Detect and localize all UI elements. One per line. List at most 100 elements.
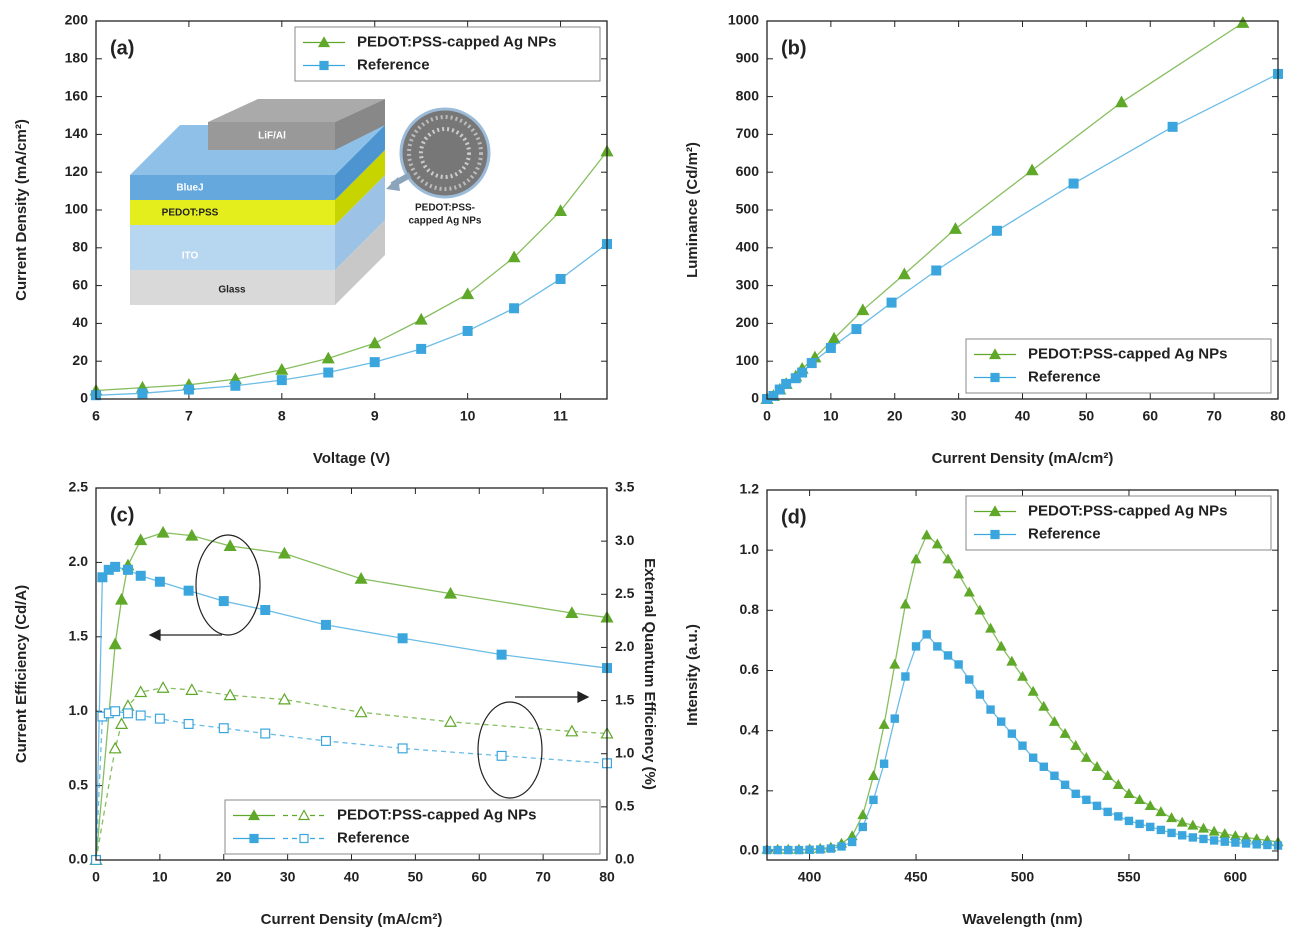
marker [1167,121,1178,132]
marker [320,619,331,630]
y-axis-label: Intensity (a.u.) [684,624,701,726]
marker [218,723,229,734]
legend-marker [990,372,1000,383]
inset-label: LiF/Al [258,131,286,142]
lif-top [208,99,385,122]
y-tick-label: 1.2 [740,481,760,497]
x-tick-label: 70 [535,869,551,885]
marker [1007,729,1017,738]
marker [857,809,869,820]
marker [986,705,995,714]
marker [1219,828,1231,839]
marker [223,688,237,701]
y-tick-label: 0.8 [740,601,760,617]
marker [97,572,108,583]
marker [1134,794,1146,805]
marker [108,741,122,754]
inset-label: PEDOT:PSS [162,208,219,219]
legend-marker [988,505,1002,517]
series-line [767,534,1279,851]
y-tick-label: 0.0 [740,842,760,858]
y2-tick-label: 0.5 [615,798,635,814]
marker [1188,833,1198,842]
marker [899,598,911,609]
panel-label: (a) [110,37,134,59]
marker [869,795,878,805]
x-tick-label: 20 [887,408,903,424]
panel-label: (b) [781,37,807,59]
y-tick-label: 0.2 [740,782,760,798]
inset-label: capped Ag NPs [409,216,482,227]
marker [963,586,975,597]
x-tick-label: 0 [92,869,100,885]
marker [825,342,836,353]
marker [183,718,194,729]
y-tick-label: 600 [736,163,760,179]
y2-tick-label: 2.5 [615,585,635,601]
x-axis-label: Current Density (mA/cm²) [261,911,443,928]
marker [837,842,846,851]
inset-label: BlueJ [176,183,203,194]
marker [354,705,368,718]
marker [1048,715,1060,726]
marker [1241,839,1251,848]
marker [1146,822,1155,832]
marker [1236,16,1250,28]
marker [397,743,408,754]
marker [1102,770,1114,780]
marker [1025,163,1039,176]
marker [1114,812,1123,821]
x-tick-label: 40 [1015,408,1031,424]
legend-marker [299,833,309,844]
marker [1197,822,1209,833]
marker [1177,831,1187,840]
marker [1006,655,1018,666]
marker [806,358,817,369]
marker [889,658,901,669]
marker [794,845,804,855]
legend-box [965,338,1272,394]
x-tick-label: 550 [1117,869,1141,885]
y-tick-label: 0.0 [69,851,89,867]
marker [995,640,1007,651]
marker [183,384,194,395]
marker [856,303,870,316]
y2-tick-label: 3.0 [615,532,635,548]
marker [1187,819,1199,830]
legend: PEDOT:PSS-capped Ag NPs Reference [965,338,1272,394]
inset-arrow-head [386,177,400,191]
marker [921,529,933,540]
marker [1070,739,1082,750]
y-tick-label: 1.0 [740,541,760,557]
y2-tick-label: 1.5 [615,691,635,707]
marker [565,606,579,618]
y-axis-label: Current Efficiency (Cd/A) [13,585,30,763]
series [762,630,1283,855]
marker [223,539,237,552]
series-line [95,710,608,861]
y-tick-label: 400 [736,239,760,255]
marker [1166,812,1178,823]
np-texture [419,127,471,179]
glass-front [130,270,335,305]
y-tick-label: 60 [72,276,88,292]
marker [890,714,899,723]
marker [942,553,954,564]
series-line [95,151,608,392]
legend-marker [297,809,311,821]
marker [218,596,229,607]
legend-label: PEDOT:PSS-capped Ag NPs [1028,345,1227,362]
panel-label: (d) [781,506,807,528]
marker [183,585,194,596]
marker [897,267,911,280]
marker [910,553,922,564]
marker [1091,761,1103,771]
y-tick-label: 140 [65,125,89,141]
marker [565,724,579,737]
y-tick-label: 0 [751,390,759,406]
marker [1016,670,1029,681]
marker [1155,806,1167,817]
marker [277,546,291,559]
y-tick-label: 2.5 [69,479,89,495]
marker [1252,840,1261,849]
